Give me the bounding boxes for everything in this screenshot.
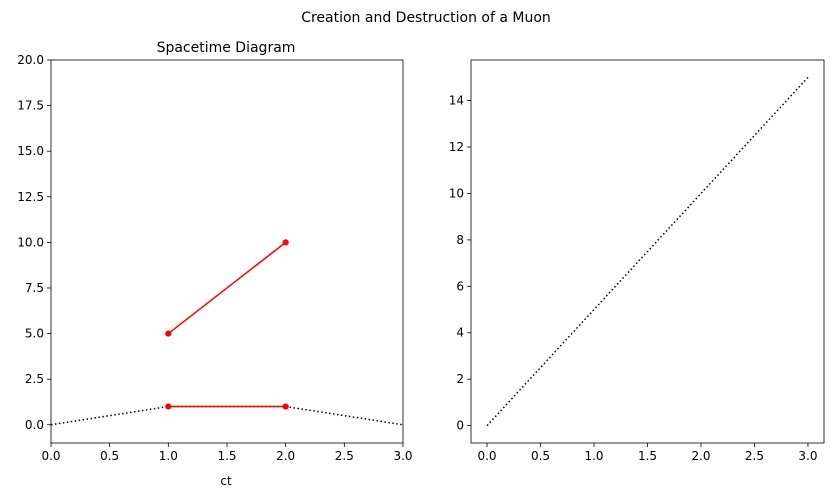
x-tick-label: 2.5 xyxy=(745,449,764,463)
y-tick-label: 10.0 xyxy=(17,235,44,249)
data-point xyxy=(165,330,172,337)
data-point xyxy=(282,239,289,246)
data-point xyxy=(165,403,172,410)
x-tick-label: 1.0 xyxy=(584,449,603,463)
x-tick-label: 1.5 xyxy=(217,449,236,463)
y-tick-label: 14 xyxy=(449,94,464,108)
axes-frame xyxy=(50,59,404,444)
dotted-series-line xyxy=(486,76,809,427)
x-tick-label: 1.5 xyxy=(638,449,657,463)
x-tick-label: 1.0 xyxy=(159,449,178,463)
y-tick-label: 10 xyxy=(449,186,464,200)
red-series-line xyxy=(167,241,287,335)
axes-frame xyxy=(470,59,825,444)
axes-title: Spacetime Diagram xyxy=(157,40,296,56)
y-tick-label: 0.0 xyxy=(25,418,44,432)
x-axis-label: ct xyxy=(220,474,232,488)
y-tick-label: 17.5 xyxy=(17,99,44,113)
y-tick-label: 5.0 xyxy=(25,327,44,341)
x-tick-label: 0.0 xyxy=(41,449,60,463)
x-tick-label: 0.5 xyxy=(100,449,119,463)
y-tick-label: 12 xyxy=(449,140,464,154)
y-tick-label: 2.5 xyxy=(25,372,44,386)
y-tick-label: 8 xyxy=(456,233,464,247)
x-tick-label: 2.5 xyxy=(335,449,354,463)
distance-plot-axes: 0.0 0.5 1.0 1.5 2.0 2.5 3.0 0 2 4 6 8 10 12 14 xyxy=(449,59,825,463)
x-tick-label: 3.0 xyxy=(393,449,412,463)
y-tick-label: 2 xyxy=(456,372,464,386)
y-tick-label: 12.5 xyxy=(17,190,44,204)
y-tick-label: 6 xyxy=(456,279,464,293)
x-tick-label: 3.0 xyxy=(798,449,817,463)
y-tick-label: 0 xyxy=(456,419,464,433)
x-tick-label: 0.0 xyxy=(477,449,496,463)
data-point xyxy=(282,403,289,410)
spacetime-diagram-axes: Spacetime Diagram ct 0.0 0.5 1.0 1.5 2.0 2.5 3… xyxy=(17,40,412,488)
x-tick-label: 2.0 xyxy=(691,449,710,463)
figure-suptitle: Creation and Destruction of a Muon xyxy=(301,10,551,26)
x-tick-label: 2.0 xyxy=(276,449,295,463)
y-tick-label: 4 xyxy=(456,326,464,340)
x-tick-label: 0.5 xyxy=(531,449,550,463)
y-tick-label: 20.0 xyxy=(17,53,44,67)
y-tick-label: 15.0 xyxy=(17,144,44,158)
dotted-series-line xyxy=(51,405,403,426)
y-tick-label: 7.5 xyxy=(25,281,44,295)
